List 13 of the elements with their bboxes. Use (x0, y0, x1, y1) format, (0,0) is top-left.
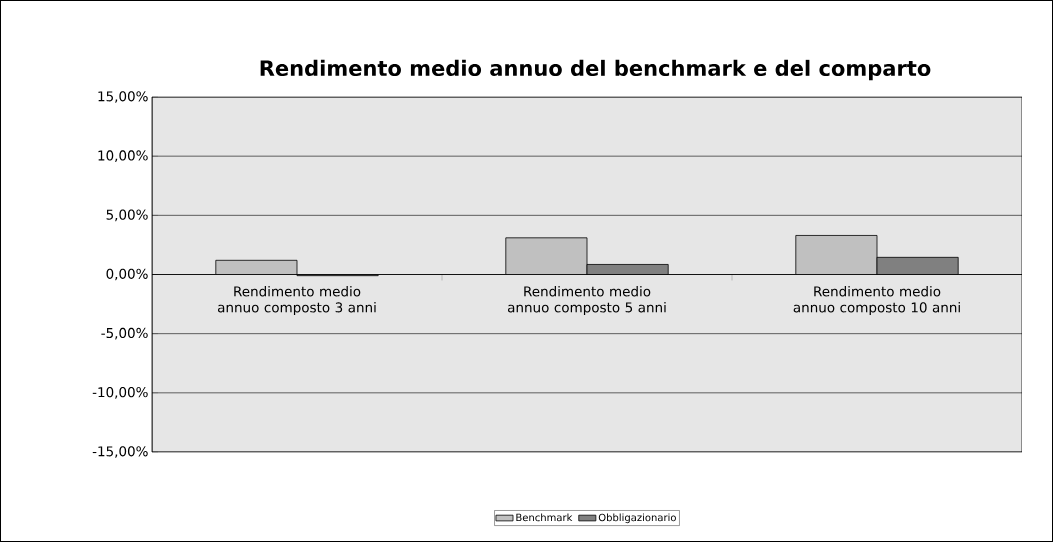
y-tick-label: -15,00% (92, 446, 148, 458)
y-tick-label: -5,00% (101, 327, 148, 340)
x-tick-label: Rendimento medio annuo composto 10 anni (793, 286, 960, 316)
y-tick-label: 0,00% (106, 268, 148, 281)
legend-label: Benchmark (516, 513, 573, 522)
y-tick-label: 10,00% (98, 150, 148, 162)
x-tick-label: Rendimento medio annuo composto 5 anni (507, 286, 666, 316)
y-tick-label: 5,00% (106, 209, 148, 222)
legend-label: Obbligazionario (598, 513, 676, 524)
y-tick-label: -10,00% (92, 387, 148, 399)
chart-title: Rendimento medio annuo del benchmark e del comparto (260, 59, 931, 81)
y-tick-label: 15,00% (98, 91, 148, 103)
x-tick-label: Rendimento medio annuo composto 3 anni (217, 286, 376, 316)
